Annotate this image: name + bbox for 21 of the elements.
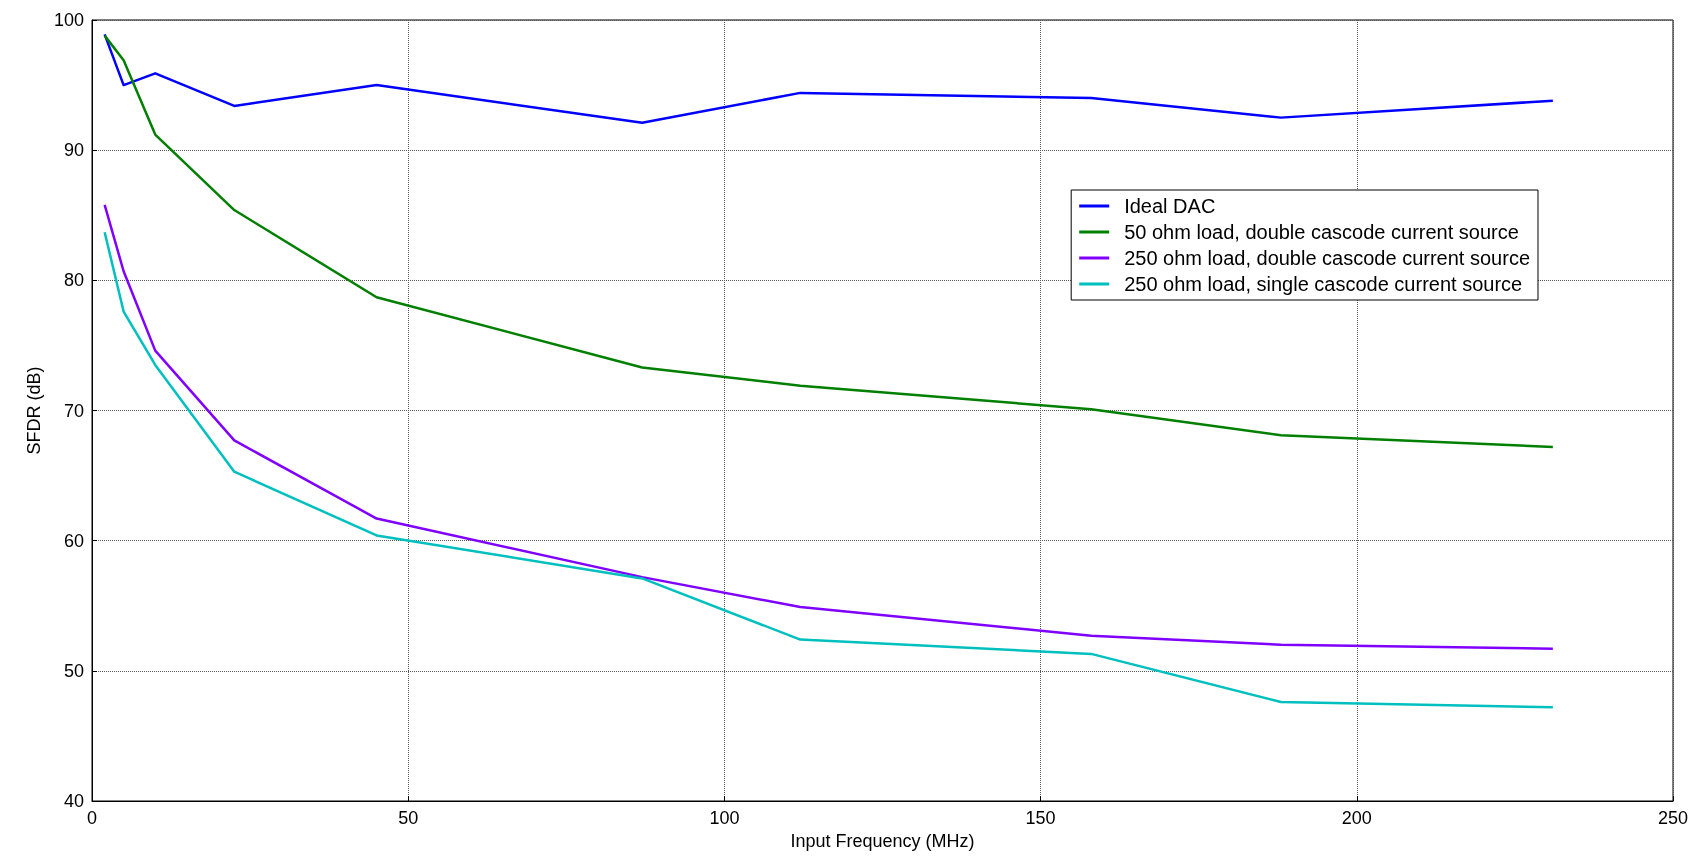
y-tick-label: 60 (63, 530, 84, 551)
x-axis-title: Input Frequency (MHz) (790, 830, 975, 851)
line-series (103, 34, 1555, 449)
y-tick-label: 50 (63, 660, 84, 681)
y-tick-label: 70 (63, 400, 84, 421)
x-tick-label: 50 (398, 808, 419, 828)
y-tick-label: 100 (53, 10, 84, 30)
x-tick-label: 150 (1025, 808, 1056, 828)
legend-label: 250 ohm load, single cascode current source (1124, 273, 1523, 295)
y-axis-title: SFDR (dB) (24, 366, 45, 455)
y-tick-label: 80 (63, 270, 84, 291)
y-tick-label: 40 (63, 791, 84, 811)
x-tick-label: 250 (1657, 808, 1689, 828)
x-tick-label: 0 (86, 808, 98, 828)
line-series (103, 33, 1555, 125)
legend-label: 250 ohm load, double cascode current source (1124, 247, 1530, 269)
x-tick-label: 100 (709, 808, 740, 828)
legend-label: 50 ohm load, double cascode current source (1124, 221, 1519, 243)
x-tick-label: 200 (1341, 808, 1372, 828)
y-tick-label: 90 (63, 140, 84, 161)
legend-label: Ideal DAC (1124, 195, 1216, 217)
